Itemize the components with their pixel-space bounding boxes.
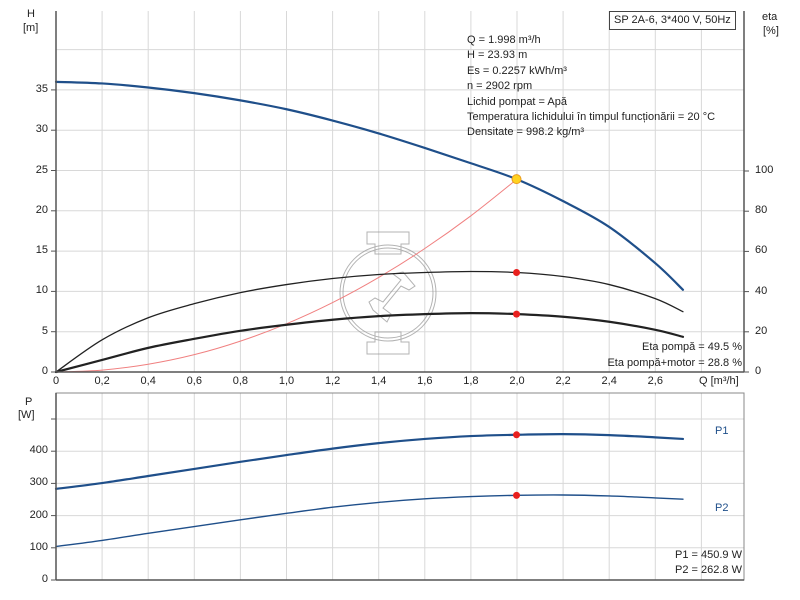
y-axis-right-unit-eta: [%]	[763, 25, 779, 37]
eta-pump-curve	[55, 270, 684, 373]
y-tick-p: 100	[29, 540, 48, 553]
info-liquid: Lichid pompat = Apă	[467, 95, 567, 108]
x-tick-q: 0,6	[186, 375, 202, 387]
pump-model-label: SP 2A-6, 3*400 V, 50Hz	[609, 11, 736, 30]
y-tick-eta: 60	[755, 244, 768, 257]
x-tick-q: 1,4	[371, 375, 387, 387]
y-axis-unit-p: [W]	[18, 409, 35, 421]
y-tick-eta: 0	[755, 365, 762, 377]
x-tick-q: 0	[52, 375, 60, 387]
info-energy: Es = 0.2257 kWh/m³	[467, 64, 567, 77]
power-values: P1 = 450.9 W P2 = 262.8 W	[675, 548, 742, 578]
y-tick-h: 35	[35, 82, 48, 95]
curves	[54, 80, 685, 548]
y-tick-h: 30	[35, 123, 48, 136]
eta-pump-value: Eta pompă = 49.5 %	[642, 341, 742, 353]
series-label-p1: P1	[715, 425, 729, 437]
y-tick-eta: 20	[755, 324, 768, 337]
p2-point	[513, 491, 521, 499]
y-axis-label-h: H	[27, 8, 35, 20]
x-tick-q: 0,8	[232, 375, 249, 387]
head-curve	[54, 80, 685, 291]
x-tick-q: 1,0	[278, 375, 295, 387]
y-tick-p: 0	[41, 573, 48, 585]
y-tick-h: 5	[41, 324, 48, 337]
x-tick-q: 2,4	[601, 375, 617, 387]
x-tick-q: 0,4	[140, 375, 156, 387]
bottom-grid	[51, 393, 744, 581]
y-tick-h: 25	[35, 163, 48, 176]
y-tick-h: 15	[35, 244, 48, 257]
eta-total-point	[513, 310, 521, 318]
y-tick-eta: 100	[755, 164, 774, 176]
p1-curve	[54, 433, 685, 490]
operating-info: Q = 1.998 m³/h H = 23.93 m Es = 0.2257 k…	[467, 33, 715, 141]
x-tick-q: 1,2	[324, 375, 341, 387]
x-tick-q: 1,8	[463, 375, 479, 387]
x-tick-q: 2,0	[509, 375, 525, 387]
info-density: Densitate = 998.2 kg/m³	[467, 126, 585, 139]
x-tick-q: 1,6	[417, 375, 433, 387]
p1-point	[513, 431, 521, 439]
y-axis-unit-h: [m]	[23, 22, 39, 34]
y-tick-eta: 40	[755, 284, 768, 297]
eta-total-value: Eta pompă+motor = 28.8 %	[607, 356, 742, 369]
x-tick-q: 2,2	[555, 375, 571, 387]
x-axis-label-q: Q [m³/h]	[699, 375, 739, 387]
info-flow: Q = 1.998 m³/h	[467, 34, 541, 46]
y-tick-eta: 80	[755, 204, 768, 217]
y-tick-p: 200	[29, 508, 48, 521]
p2-curve	[55, 494, 684, 548]
operating-points	[511, 174, 522, 499]
y-axis-label-p: P	[25, 396, 33, 408]
x-tick-q: 2,6	[647, 375, 663, 387]
y-axis-right-label-eta: eta	[762, 11, 778, 23]
y-tick-p: 300	[29, 476, 48, 489]
series-label-p2: P2	[715, 502, 729, 514]
info-head: H = 23.93 m	[467, 49, 528, 62]
y-tick-h: 20	[35, 203, 48, 216]
x-tick-q: 0,2	[94, 375, 110, 387]
chart-frames	[55, 11, 745, 581]
top-grid	[51, 11, 749, 373]
eta-values: Eta pompă = 49.5 % Eta pompă+motor = 28.…	[607, 340, 742, 371]
y-tick-h: 10	[35, 284, 48, 297]
duty-point	[511, 174, 522, 185]
p1-value: P1 = 450.9 W	[675, 549, 742, 561]
p2-value: P2 = 262.8 W	[675, 564, 742, 576]
eta-pump-point	[513, 269, 521, 277]
info-temperature: Temperatura lichidului în timpul funcțio…	[467, 111, 716, 124]
eta-total-curve	[54, 312, 685, 374]
info-speed: n = 2902 rpm	[467, 80, 533, 93]
y-tick-p: 400	[29, 444, 48, 457]
y-tick-h: 0	[41, 365, 48, 377]
